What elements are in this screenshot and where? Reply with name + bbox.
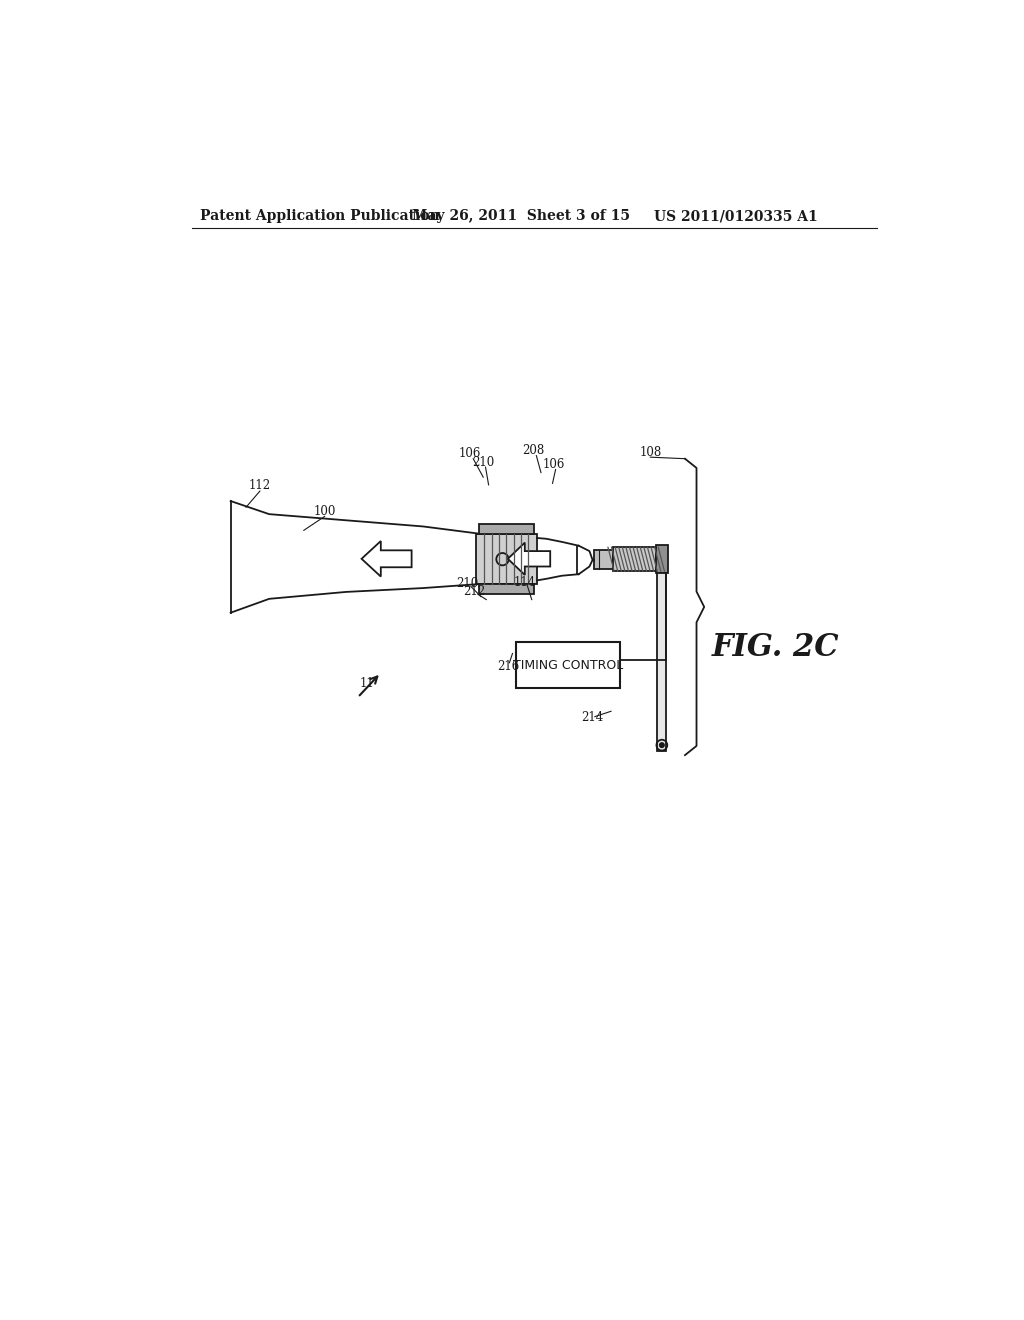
Bar bbox=[515, 642, 621, 688]
Bar bbox=[655, 545, 668, 573]
Text: 212: 212 bbox=[464, 585, 485, 598]
Text: TIMING CONTROL: TIMING CONTROL bbox=[513, 659, 623, 672]
Text: 210: 210 bbox=[472, 455, 495, 469]
Text: 108: 108 bbox=[639, 446, 662, 459]
Text: FIG. 2C: FIG. 2C bbox=[712, 632, 840, 663]
Polygon shape bbox=[508, 543, 550, 576]
Polygon shape bbox=[361, 541, 412, 577]
Text: 216: 216 bbox=[497, 660, 519, 673]
Bar bbox=[612, 548, 655, 572]
Bar bbox=[478, 585, 535, 594]
Text: 210: 210 bbox=[456, 577, 478, 590]
Text: 208: 208 bbox=[522, 445, 545, 458]
Text: May 26, 2011  Sheet 3 of 15: May 26, 2011 Sheet 3 of 15 bbox=[412, 209, 630, 223]
Text: US 2011/0120335 A1: US 2011/0120335 A1 bbox=[654, 209, 818, 223]
Text: 214: 214 bbox=[582, 711, 604, 723]
Text: 106: 106 bbox=[458, 446, 480, 459]
Text: Patent Application Publication: Patent Application Publication bbox=[200, 209, 439, 223]
Bar bbox=[594, 549, 612, 569]
Circle shape bbox=[659, 743, 665, 747]
Bar bbox=[478, 524, 535, 535]
Bar bbox=[475, 535, 538, 585]
Text: 114: 114 bbox=[514, 576, 536, 589]
Text: 100: 100 bbox=[313, 504, 336, 517]
Text: 112: 112 bbox=[249, 479, 271, 492]
Bar bbox=[657, 573, 667, 751]
Text: 106: 106 bbox=[543, 458, 565, 471]
Text: 11: 11 bbox=[359, 677, 375, 690]
